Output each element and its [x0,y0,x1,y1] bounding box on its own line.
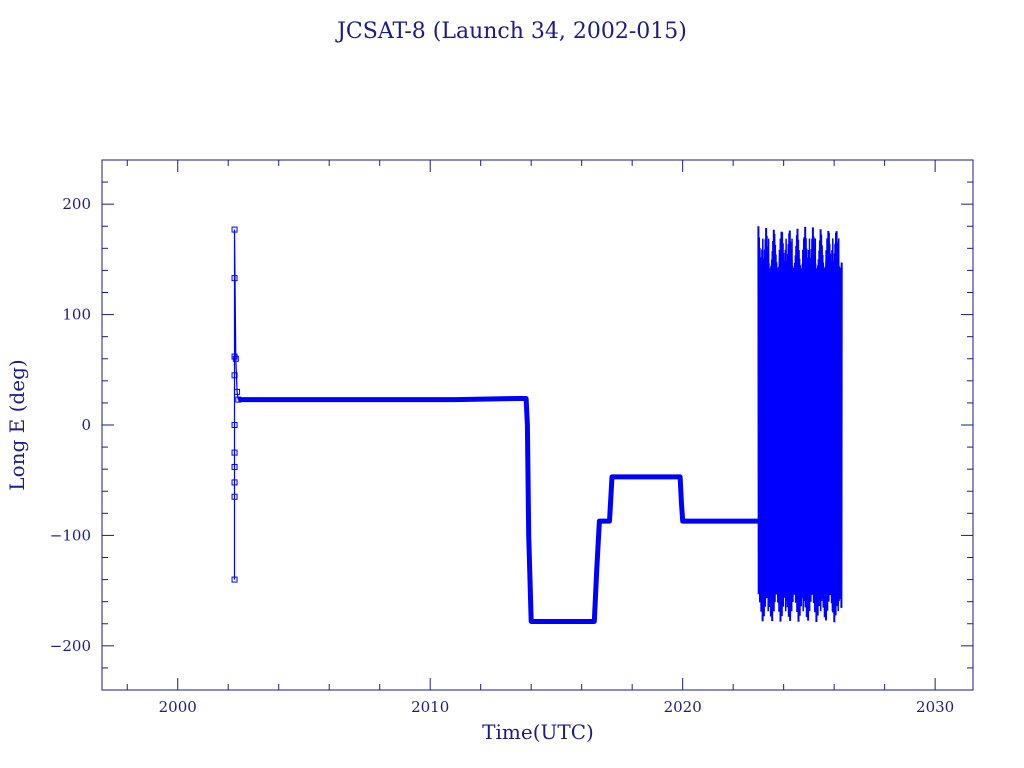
series-point-marker [231,226,238,233]
y-axis-label: Long E (deg) [5,359,29,490]
y-tick-label: 0 [81,416,91,434]
y-tick-label: −200 [50,637,91,655]
y-tick-label: 200 [62,195,91,213]
x-tick-label: 2010 [411,698,449,716]
series-point-marker [231,372,238,379]
series-point-marker [231,275,238,282]
series-line-main [238,396,766,624]
y-tick-label: −100 [50,526,91,544]
series-point-marker [232,355,239,362]
series-group [231,226,843,624]
series-line-early [233,229,239,580]
series-oscillation-inner [758,238,842,612]
series-point-marker [231,422,238,428]
axis-ticks [102,159,973,691]
series-point-marker [231,449,238,456]
series-point-marker [231,463,238,470]
x-tick-label: 2030 [916,698,954,716]
series-point-marker [231,576,238,583]
x-tick-label: 2000 [159,698,197,716]
y-tick-label: 100 [62,306,91,324]
series-point-marker [231,479,238,486]
x-tick-label: 2020 [664,698,702,716]
chart-title: JCSAT-8 (Launch 34, 2002-015) [335,19,687,44]
series-point-marker [231,493,238,500]
tick-labels: 2000 2010 2020 2030 −200 −100 0 100 200 [50,195,954,716]
x-axis-label: Time(UTC) [482,720,594,744]
series-point-marker [234,388,241,395]
